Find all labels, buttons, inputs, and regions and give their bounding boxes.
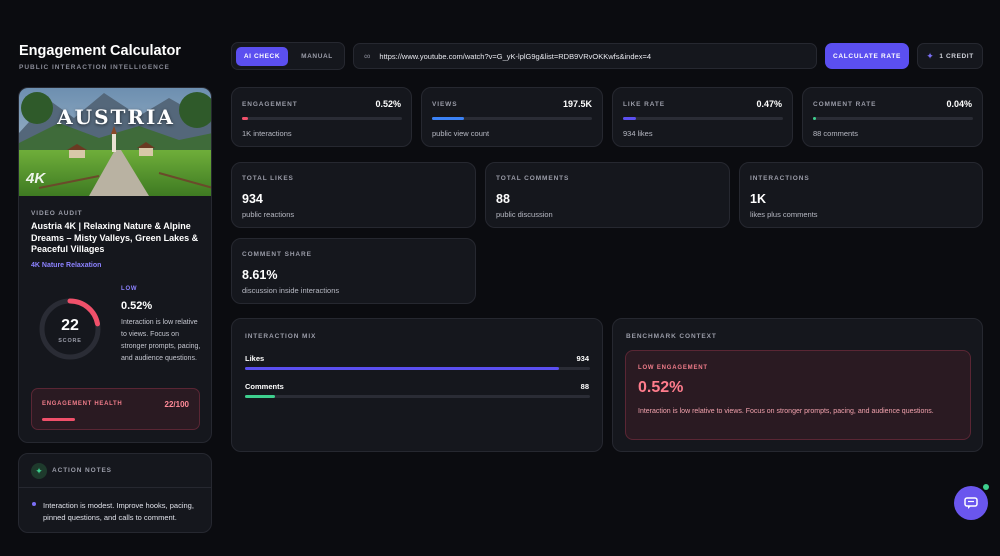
credit-button[interactable]: ✦ 1 CREDIT (917, 43, 983, 69)
engagement-rate: 0.52% (121, 300, 153, 312)
sparkle-icon: ✦ (926, 50, 935, 61)
stat-sub: public reactions (242, 210, 295, 219)
engagement-description: Interaction is low relative to views. Fo… (121, 319, 201, 362)
mix-row-fill (245, 395, 275, 398)
benchmark-text: Interaction is low relative to views. Fo… (638, 408, 934, 415)
notes-title: ACTION NOTES (52, 467, 112, 474)
metric-value: 197.5K (562, 99, 592, 109)
metric-fill (432, 117, 464, 120)
metric-label: VIEWS (432, 101, 458, 108)
metric-card-views: VIEWS 197.5K public view count (421, 87, 603, 147)
stat-value: 1K (750, 192, 766, 206)
benchmark-tag: LOW ENGAGEMENT (638, 365, 708, 371)
mix-row-fill (245, 367, 559, 370)
video-audit-card: AUSTRIA 4K VIDEO AUDIT Austria 4K | Rela… (18, 87, 212, 443)
metric-fill (813, 117, 817, 120)
stat-label: INTERACTIONS (750, 175, 810, 182)
video-thumbnail[interactable]: AUSTRIA 4K (19, 88, 211, 196)
health-value: 22/100 (164, 400, 189, 409)
stat-value: 8.61% (242, 268, 278, 282)
calculate-rate-button[interactable]: CALCULATE RATE (825, 43, 909, 69)
ai-check-tab[interactable]: AI CHECK (236, 47, 288, 66)
benchmark-value: 0.52% (638, 379, 684, 396)
link-icon: ∞ (364, 51, 371, 61)
mix-row-label: Likes (245, 354, 265, 363)
credit-label: 1 CREDIT (939, 52, 974, 60)
stat-label: COMMENT SHARE (242, 251, 312, 258)
mix-row-label: Comments (245, 382, 284, 391)
metric-value: 0.47% (756, 99, 782, 109)
health-label: ENGAGEMENT HEALTH (42, 401, 123, 407)
score-gauge-arc (39, 298, 101, 360)
score-gauge (39, 298, 101, 360)
interaction-mix-title: INTERACTION MIX (245, 333, 317, 340)
chat-icon (964, 497, 978, 509)
notes-text: Interaction is modest. Improve hooks, pa… (43, 501, 194, 522)
score-label: SCORE (58, 338, 82, 344)
metric-fill (242, 117, 249, 120)
manual-tab[interactable]: MANUAL (301, 53, 333, 60)
video-title: Austria 4K | Relaxing Nature & Alpine Dr… (31, 221, 199, 254)
benchmark-title: BENCHMARK CONTEXT (626, 333, 717, 340)
metric-value: 0.52% (375, 99, 401, 109)
metric-fill (623, 117, 636, 120)
engagement-level: LOW (121, 286, 138, 292)
metric-label: LIKE RATE (623, 101, 665, 108)
interaction-mix-card: INTERACTION MIX Likes 934 Comments 88 (231, 318, 603, 452)
bullet-dot (32, 502, 36, 506)
metric-sub: 88 comments (813, 129, 859, 138)
mix-row-value: 934 (576, 354, 589, 363)
channel-name[interactable]: 4K Nature Relaxation (31, 262, 102, 269)
engagement-health-box: ENGAGEMENT HEALTH 22/100 (31, 388, 200, 430)
online-status-dot (983, 484, 989, 490)
score-value: 22 (61, 317, 79, 334)
mix-row-track (245, 395, 590, 398)
health-bar (42, 418, 75, 421)
metric-value: 0.04% (946, 99, 972, 109)
metric-sub: public view count (432, 129, 490, 138)
stat-value: 934 (242, 192, 263, 206)
metric-card-engagement: ENGAGEMENT 0.52% 1K interactions (231, 87, 412, 147)
metric-track (432, 117, 592, 120)
metric-label: COMMENT RATE (813, 101, 877, 108)
stat-card-total-comments: TOTAL COMMENTS 88 public discussion (485, 162, 730, 228)
metric-track (623, 117, 783, 120)
metric-sub: 934 likes (623, 129, 653, 138)
page-subtitle: PUBLIC INTERACTION INTELLIGENCE (19, 64, 170, 71)
url-input[interactable] (379, 51, 810, 61)
mode-toggle: AI CHECK MANUAL (231, 42, 345, 70)
mix-row-value: 88 (580, 382, 589, 391)
stat-sub: discussion inside interactions (242, 286, 340, 295)
video-audit-label: VIDEO AUDIT (31, 210, 83, 217)
thumbnail-title: AUSTRIA (57, 105, 175, 129)
chat-button[interactable] (954, 486, 988, 520)
stat-label: TOTAL LIKES (242, 175, 294, 182)
page-title: Engagement Calculator (19, 43, 181, 59)
metric-sub: 1K interactions (242, 129, 292, 138)
metric-label: ENGAGEMENT (242, 101, 298, 108)
stat-label: TOTAL COMMENTS (496, 175, 570, 182)
metric-track (242, 117, 402, 120)
mix-row-track (245, 367, 590, 370)
stat-sub: public discussion (496, 210, 553, 219)
metric-track (813, 117, 973, 120)
metric-card-like-rate: LIKE RATE 0.47% 934 likes (612, 87, 793, 147)
stat-value: 88 (496, 192, 510, 206)
sparkle-icon: ✦ (31, 463, 47, 479)
divider (19, 487, 211, 488)
stat-sub: likes plus comments (750, 210, 818, 219)
url-field: ∞ (353, 43, 817, 69)
metric-card-comment-rate: COMMENT RATE 0.04% 88 comments (802, 87, 983, 147)
action-notes-card: ✦ ACTION NOTES Interaction is modest. Im… (18, 453, 212, 533)
thumbnail-badge: 4K (26, 170, 46, 187)
benchmark-box: LOW ENGAGEMENT 0.52% Interaction is low … (625, 350, 971, 440)
stat-card-total-likes: TOTAL LIKES 934 public reactions (231, 162, 476, 228)
stat-card-interactions: INTERACTIONS 1K likes plus comments (739, 162, 983, 228)
benchmark-card: BENCHMARK CONTEXT LOW ENGAGEMENT 0.52% I… (612, 318, 983, 452)
stat-card-comment-share: COMMENT SHARE 8.61% discussion inside in… (231, 238, 476, 304)
